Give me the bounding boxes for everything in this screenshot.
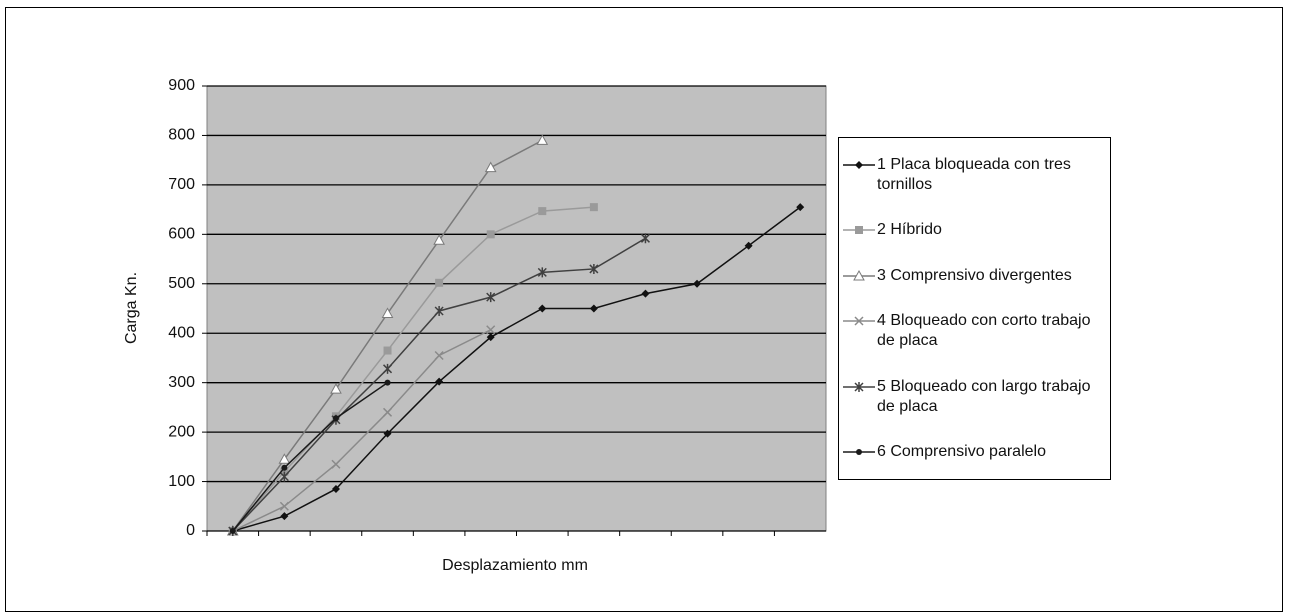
marker xyxy=(853,269,865,281)
legend-entry: 3 Comprensivo divergentes xyxy=(841,266,1106,286)
legend-icon xyxy=(843,381,875,392)
marker xyxy=(433,234,445,245)
chart-border xyxy=(5,7,1283,612)
legend-label: 3 Comprensivo divergentes xyxy=(877,266,1072,284)
marker xyxy=(640,233,650,244)
legend-entry: 2 Híbrido xyxy=(841,220,1106,240)
marker xyxy=(589,263,599,274)
y-tick-label: 600 xyxy=(168,226,195,243)
marker xyxy=(229,528,236,534)
marker xyxy=(330,383,342,394)
marker xyxy=(744,241,753,250)
marker xyxy=(537,267,547,278)
series-line xyxy=(232,329,492,532)
legend: 1 Placa bloqueada con tres tornillos 2 Hí… xyxy=(838,137,1111,480)
marker xyxy=(279,471,289,482)
marker xyxy=(383,429,392,438)
legend-label: 6 Comprensivo paralelo xyxy=(877,443,1046,461)
legend-label: 1 Placa bloqueada con tres tornillos xyxy=(877,155,1071,193)
marker xyxy=(854,316,864,326)
legend-entry: 5 Bloqueado con largo trabajo de placa xyxy=(841,377,1106,417)
legend-icon xyxy=(843,449,875,456)
marker xyxy=(381,307,394,318)
x-axis-label: Desplazamiento mm xyxy=(442,557,588,574)
legend-label: 5 Bloqueado con largo trabajo de placa xyxy=(877,377,1091,415)
marker xyxy=(435,278,444,287)
marker xyxy=(486,230,495,239)
marker xyxy=(693,279,702,288)
marker xyxy=(435,377,444,386)
marker xyxy=(486,325,496,335)
marker xyxy=(855,226,863,235)
legend-label: 2 Híbrido xyxy=(877,221,942,239)
marker xyxy=(484,161,497,173)
marker xyxy=(383,346,392,355)
y-tick-label: 300 xyxy=(168,374,195,391)
marker xyxy=(536,134,549,145)
legend-icon xyxy=(843,269,875,281)
legend-icon xyxy=(843,316,875,326)
y-tick-label: 900 xyxy=(168,77,195,94)
marker xyxy=(384,379,391,386)
y-axis-label: Carga Kn. xyxy=(123,272,140,344)
marker xyxy=(856,449,862,456)
marker xyxy=(383,363,393,374)
marker xyxy=(280,512,289,521)
legend-label: 4 Bloqueado con corto trabajo de placa xyxy=(877,312,1091,350)
marker xyxy=(331,484,340,493)
marker xyxy=(279,501,289,511)
marker xyxy=(796,203,805,212)
marker xyxy=(383,407,393,417)
marker xyxy=(434,350,444,361)
marker xyxy=(538,207,547,216)
y-tick-label: 700 xyxy=(168,176,195,193)
legend-entry: 4 Bloqueado con corto trabajo de placa xyxy=(841,311,1106,351)
series-line xyxy=(232,382,388,532)
legend-icon xyxy=(843,226,875,235)
marker xyxy=(278,453,291,464)
legend-icon xyxy=(843,160,875,169)
legend-entry: 6 Comprensivo paralelo xyxy=(841,442,1106,462)
marker xyxy=(538,304,547,313)
marker xyxy=(434,305,444,316)
marker xyxy=(854,381,864,392)
y-tick-label: 400 xyxy=(168,324,195,341)
marker xyxy=(486,292,496,303)
marker xyxy=(855,160,863,169)
y-tick-label: 100 xyxy=(168,473,195,490)
marker xyxy=(486,333,495,342)
marker xyxy=(641,289,650,298)
series-line xyxy=(232,206,594,532)
marker xyxy=(281,464,288,471)
y-tick-label: 0 xyxy=(186,522,195,539)
y-tick-label: 200 xyxy=(168,423,195,440)
y-tick-label: 500 xyxy=(168,275,195,292)
marker xyxy=(332,415,339,422)
marker xyxy=(589,304,598,313)
legend-entry: 1 Placa bloqueada con tres tornillos xyxy=(841,155,1106,195)
plot-area xyxy=(206,85,827,532)
series-line xyxy=(232,206,801,532)
marker xyxy=(589,203,598,212)
y-tick-label: 800 xyxy=(168,127,195,144)
marker xyxy=(331,459,341,469)
